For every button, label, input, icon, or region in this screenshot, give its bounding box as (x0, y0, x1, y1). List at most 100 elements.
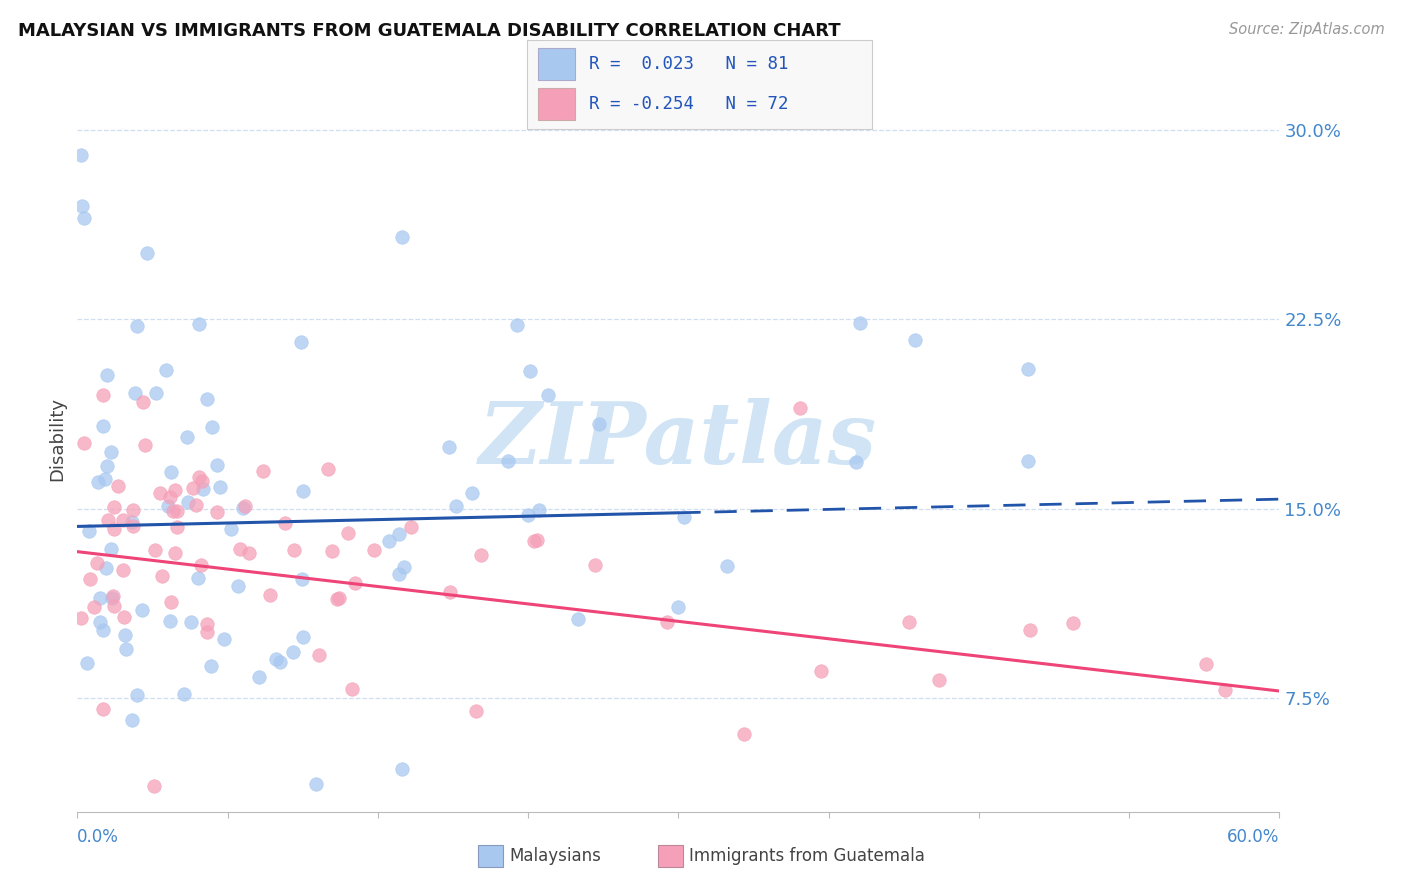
Point (464, 704, 486, 718)
Point (131, 602, 153, 616)
Point (107, 479, 129, 493)
Point (195, 616, 218, 631)
Point (70, 611, 93, 625)
Point (157, 499, 180, 513)
Point (897, 615, 920, 629)
Point (219, 522, 242, 536)
Point (1017, 454, 1039, 468)
Bar (537, 88, 575, 120)
Point (112, 512, 135, 526)
Y-axis label: Disability: Disability (48, 397, 66, 482)
Point (91, 419, 114, 434)
Point (103, 599, 125, 613)
Point (122, 519, 145, 533)
Point (103, 523, 125, 537)
Point (904, 333, 927, 347)
Text: Immigrants from Guatemala: Immigrants from Guatemala (689, 847, 925, 865)
Point (176, 430, 198, 444)
Point (252, 464, 274, 478)
Point (91, 701, 114, 715)
Point (166, 520, 188, 534)
Point (159, 490, 181, 504)
Point (655, 615, 678, 629)
Point (583, 558, 606, 573)
Point (121, 713, 143, 727)
Point (96, 561, 118, 575)
Point (114, 641, 136, 656)
Point (305, 777, 328, 791)
Point (226, 579, 249, 593)
Point (96, 368, 118, 382)
Point (229, 542, 252, 557)
Point (516, 508, 538, 522)
Point (344, 575, 367, 590)
Point (100, 541, 122, 556)
Point (1018, 623, 1040, 637)
Point (125, 688, 148, 702)
Point (337, 526, 360, 541)
Point (159, 465, 181, 479)
Point (391, 762, 413, 776)
Text: MALAYSIAN VS IMMIGRANTS FROM GUATEMALA DISABILITY CORRELATION CHART: MALAYSIAN VS IMMIGRANTS FROM GUATEMALA D… (18, 22, 841, 40)
Point (526, 533, 548, 548)
Point (845, 454, 868, 468)
Point (197, 392, 219, 406)
Point (672, 509, 695, 524)
Point (100, 445, 122, 459)
Text: 0.0%: 0.0% (77, 828, 120, 846)
Point (143, 543, 166, 558)
Point (588, 417, 610, 431)
Point (187, 470, 209, 484)
Point (150, 569, 173, 583)
Point (190, 558, 212, 572)
Point (208, 480, 231, 494)
Point (928, 673, 950, 687)
Point (328, 591, 350, 606)
Point (281, 645, 304, 659)
Point (162, 504, 184, 518)
Point (163, 483, 186, 497)
Point (132, 394, 155, 409)
Point (77, 524, 100, 538)
Point (716, 558, 738, 573)
Point (97, 513, 120, 527)
Point (93, 472, 115, 486)
Point (142, 780, 165, 794)
Point (112, 610, 135, 624)
Point (89, 591, 111, 605)
Point (399, 519, 422, 533)
Point (173, 687, 195, 701)
Point (124, 385, 146, 400)
Text: Source: ZipAtlas.com: Source: ZipAtlas.com (1229, 22, 1385, 37)
Point (86, 556, 108, 570)
Point (200, 658, 222, 673)
Point (70, 148, 93, 162)
Point (165, 546, 187, 560)
Point (79, 572, 101, 586)
Point (83, 599, 105, 614)
Point (519, 364, 541, 378)
Point (96, 458, 118, 473)
Point (180, 615, 202, 629)
Point (274, 516, 297, 530)
Point (103, 500, 125, 515)
Point (1195, 657, 1218, 671)
Point (121, 515, 143, 529)
Point (496, 454, 519, 468)
Point (183, 481, 205, 495)
Point (205, 505, 228, 519)
Point (238, 546, 260, 560)
Point (177, 495, 200, 509)
Point (233, 499, 256, 513)
Text: 60.0%: 60.0% (1227, 828, 1279, 846)
Text: R =  0.023   N = 81: R = 0.023 N = 81 (589, 54, 789, 73)
Point (207, 458, 229, 472)
Point (378, 534, 401, 549)
Point (166, 503, 188, 517)
Text: ZIPatlas: ZIPatlas (479, 398, 877, 481)
Point (318, 461, 340, 475)
Point (470, 548, 492, 562)
Point (188, 317, 211, 331)
Text: Malaysians: Malaysians (509, 847, 600, 865)
Point (394, 560, 416, 574)
